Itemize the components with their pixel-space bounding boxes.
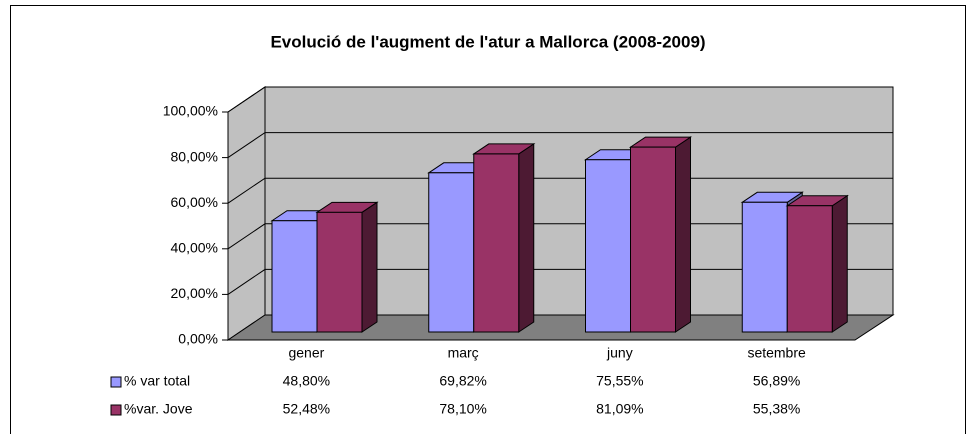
- bar-side: [831, 194, 848, 333]
- y-tick-label: 40,00%: [171, 240, 218, 256]
- grid-line: [227, 86, 893, 113]
- bar: [786, 205, 833, 333]
- y-tick-label: 60,00%: [171, 194, 218, 210]
- bar: [585, 159, 631, 333]
- legend-label: % var total: [124, 373, 190, 389]
- table-value: 55,38%: [753, 401, 800, 417]
- grid-line: [227, 132, 893, 159]
- bar-side: [361, 201, 378, 333]
- y-tick-label: 0,00%: [178, 331, 218, 347]
- bar: [630, 146, 676, 333]
- table-value: 48,80%: [283, 373, 330, 389]
- legend-label: %var. Jove: [124, 401, 193, 417]
- bar: [271, 220, 318, 333]
- x-tick-label: gener: [288, 345, 324, 361]
- table-value: 56,89%: [753, 373, 800, 389]
- table-value: 75,55%: [596, 373, 643, 389]
- table-value: 78,10%: [439, 401, 486, 417]
- table-value: 81,09%: [596, 401, 643, 417]
- y-tick-label: 20,00%: [171, 285, 218, 301]
- floor: [226, 314, 895, 341]
- y-tick-label: 100,00%: [163, 103, 218, 119]
- legend-swatch: [110, 404, 122, 416]
- x-tick-label: març: [448, 345, 479, 361]
- table-value: 69,82%: [439, 373, 486, 389]
- legend-swatch: [110, 376, 122, 388]
- bar: [428, 172, 475, 333]
- chart-title: Evolució de l'augment de l'atur a Mallor…: [270, 32, 705, 51]
- bar-side: [675, 136, 691, 333]
- side-wall: [227, 86, 266, 341]
- bar-side: [518, 142, 535, 333]
- bar: [741, 201, 788, 333]
- bar: [473, 153, 520, 333]
- bar: [316, 211, 363, 333]
- table-value: 52,48%: [283, 401, 330, 417]
- x-tick-label: setembre: [747, 345, 806, 361]
- x-tick-label: juny: [606, 345, 633, 361]
- y-tick-label: 80,00%: [171, 148, 218, 164]
